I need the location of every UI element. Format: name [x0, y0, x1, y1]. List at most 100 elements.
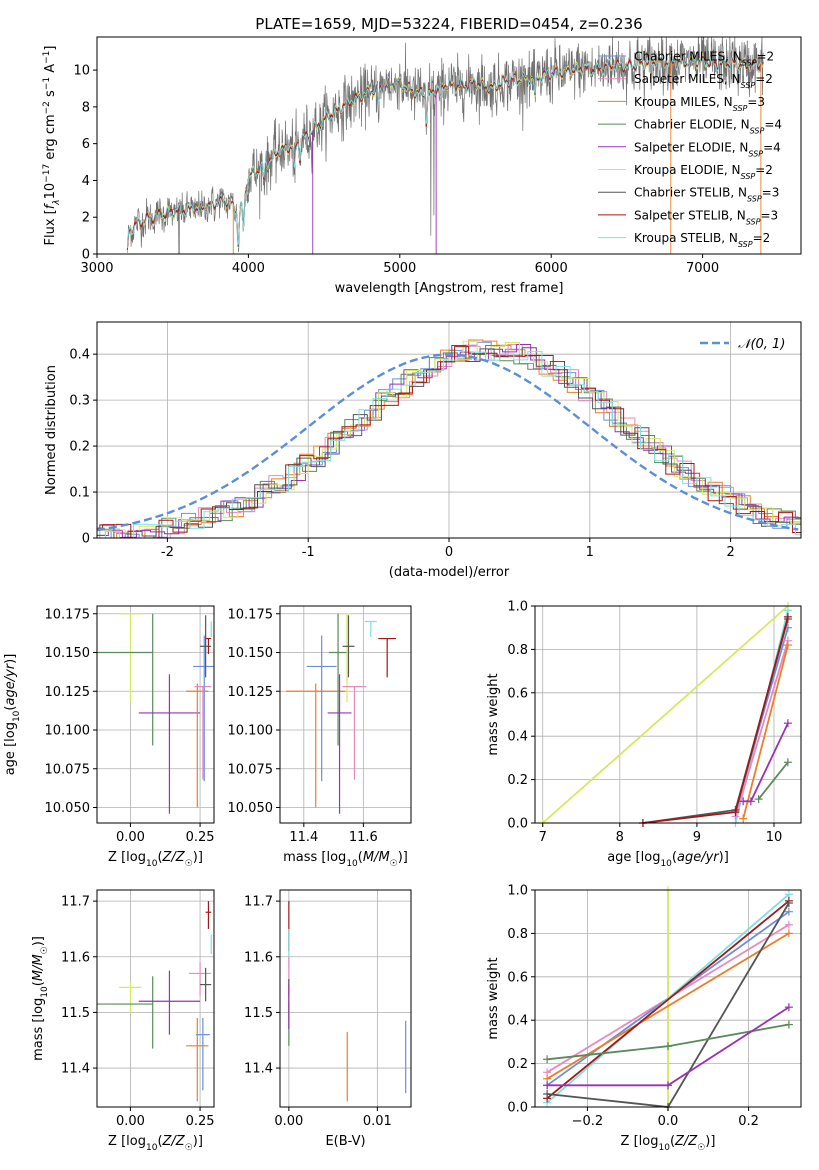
y-tick-label: 0.1 [69, 486, 90, 501]
legend-label: Kroupa STELIB, NSSP=2 [634, 231, 770, 249]
y-tick-label: 0.2 [69, 440, 90, 455]
x-tick-label: 0.0 [658, 1114, 679, 1129]
data-point-kroupa-stelib [364, 620, 377, 637]
x-tick-label: 0 [445, 545, 453, 560]
data-point-salpeter-stelib [205, 637, 212, 655]
histogram-step-salpeter-stelib [97, 346, 801, 538]
data-point-kroupa-miles [186, 1017, 209, 1102]
x-tick-label: 0.00 [116, 1114, 145, 1129]
y-tick-label: 10.050 [45, 801, 91, 816]
data-point-kroupa-miles [285, 683, 346, 808]
y-tick-label: 10.150 [228, 646, 274, 661]
axes-frame [96, 36, 802, 255]
y-tick-label: 0.4 [507, 730, 528, 745]
axis-labels: wavelength [Angstrom, rest frame] Flux [f… [42, 46, 563, 297]
x-axis-label: mass [log10(M/M☉)] [283, 850, 408, 869]
panel-mass-weight-vs-Z: −0.2 0.0 0.2 0.0 0.2 0.4 0.6 0.8 1.0 [507, 884, 802, 1129]
y-tick-label: 0.2 [507, 1057, 528, 1072]
y-axis-label: mass weight [486, 957, 501, 1039]
y-tick-label: 10.075 [45, 762, 91, 777]
data-point-salpeter-stelib [378, 637, 397, 678]
y-tick-label: 10.125 [228, 685, 274, 700]
axes-frame [534, 605, 802, 824]
legend-label: Salpeter ELODIE, NSSP=4 [634, 140, 781, 158]
y-tick-label: 2 [82, 211, 90, 226]
x-tick-label: 1 [586, 545, 594, 560]
x-tick-label: 10 [766, 830, 783, 845]
axis-labels: E(B-V) [325, 1134, 365, 1149]
data-point-salpeter-miles [188, 962, 212, 996]
y-tick-label: 11.7 [244, 895, 273, 910]
data-point-chabrier-elodie [97, 613, 154, 746]
x-axis-label: age [log10(age/yr)] [607, 850, 729, 869]
data-point-salpeter-stelib [205, 901, 212, 929]
data-point-chabrier-elodie [329, 613, 347, 746]
y-tick-label: 10.150 [45, 646, 91, 661]
x-tick-label: 7000 [686, 261, 719, 276]
x-tick-label: -1 [302, 545, 315, 560]
data-point-chabrier-elodie [97, 976, 154, 1049]
series-line-kroupa-elodie [542, 605, 789, 824]
y-tick-label: 0.8 [507, 643, 528, 658]
panel-age-vs-mass: 11.4 11.6 10.050 10.075 10.100 10.125 10.150 10… [228, 605, 412, 845]
y-tick-label: 10.175 [228, 607, 274, 622]
data-point-salpeter-elodie [327, 674, 352, 814]
axes-frame [96, 889, 215, 1108]
panel-mass-weight-vs-age: 7 8 9 10 0.0 0.2 0.4 0.6 0.8 1.0 [507, 600, 802, 845]
data-point-chabrier-miles [193, 635, 214, 782]
y-tick-label: 6 [82, 137, 90, 152]
y-axis-label: mass weight [486, 673, 501, 755]
y-tick-label: 0.4 [69, 348, 90, 363]
x-axis-label: Z [log10(Z/Z☉)] [621, 1134, 716, 1153]
legend-label: Chabrier STELIB, NSSP=3 [634, 186, 779, 204]
y-tick-label: 0.4 [507, 1014, 528, 1029]
y-tick-label: 10.100 [45, 724, 91, 739]
histogram-step-kroupa-elodie [97, 340, 801, 537]
x-tick-label: 3000 [80, 261, 113, 276]
axes-frame [96, 605, 215, 824]
y-tick-label: 10.175 [45, 607, 91, 622]
axes-frame [279, 605, 412, 824]
y-tick-label: 1.0 [507, 600, 528, 615]
legend-label: Chabrier MILES, NSSP=2 [634, 50, 774, 68]
y-tick-label: 11.7 [61, 895, 90, 910]
y-tick-label: 0.2 [507, 773, 528, 788]
y-tick-label: 0.8 [507, 927, 528, 942]
data-point-kroupa-elodie [341, 613, 353, 703]
axis-labels: Z [log10(Z/Z☉)] mass weight [486, 957, 715, 1153]
histogram-step-kroupa-stelib [97, 351, 801, 538]
series-line-salpeter-miles [734, 640, 789, 817]
y-axis-label: Flux [fλ10−17 erg cm−2 s−1 A−1] [42, 46, 62, 246]
y-tick-label: 0.6 [507, 686, 528, 701]
legend-label: Chabrier ELODIE, NSSP=4 [634, 118, 782, 136]
axis-labels: (data-model)/error Normed distribution [44, 365, 510, 580]
histogram-legend: 𝒩(0, 1) [700, 337, 785, 352]
panel-mass-vs-EBV: 0.00 0.01 11.4 11.5 11.6 11.7 [244, 889, 412, 1129]
x-tick-label: 0.2 [738, 1114, 759, 1129]
figure-title: PLATE=1659, MJD=53224, FIBERID=0454, z=0… [255, 15, 642, 33]
spectrum-legend: Chabrier MILES, NSSP=2 Salpeter MILES, NS… [598, 50, 782, 249]
y-axis-label: mass [log10(M/M☉)] [31, 936, 50, 1061]
data-point-salpeter-elodie [138, 674, 201, 814]
panel-age-vs-Z: 0.00 0.25 10.050 10.075 10.100 10.125 10.150 10… [45, 605, 215, 845]
y-tick-label: 10.075 [228, 762, 274, 777]
x-tick-label: 0.01 [363, 1114, 392, 1129]
normal-curve [96, 353, 799, 532]
y-tick-label: 11.4 [244, 1062, 273, 1077]
data-point-chabrier-stelib [200, 615, 212, 678]
data-point-chabrier-miles [306, 635, 337, 782]
y-tick-label: 0.0 [507, 1101, 528, 1116]
panel-spectrum: 3000 4000 5000 6000 7000 0 2 4 6 8 10 [73, 36, 802, 276]
x-tick-label: 0.00 [116, 830, 145, 845]
y-tick-label: 11.5 [61, 1006, 90, 1021]
data-point-kroupa-elodie [119, 613, 142, 703]
panel-mass-vs-Z: 0.00 0.25 11.4 11.5 11.6 11.7 [61, 889, 215, 1129]
y-tick-label: 10.100 [228, 724, 274, 739]
y-tick-label: 10.050 [228, 801, 274, 816]
x-tick-label: -2 [161, 545, 174, 560]
y-tick-label: 11.6 [61, 950, 90, 965]
y-tick-label: 11.5 [244, 1006, 273, 1021]
model-fit-line [126, 55, 764, 249]
y-tick-label: 0.0 [507, 817, 528, 832]
